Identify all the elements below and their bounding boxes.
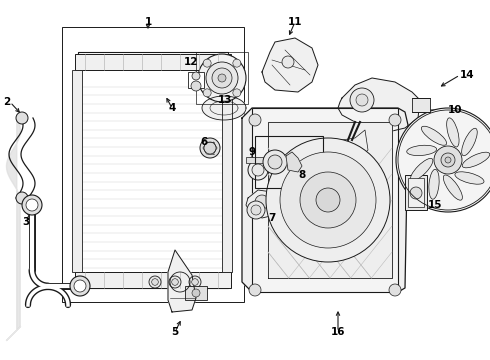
Ellipse shape	[443, 175, 463, 200]
Ellipse shape	[411, 158, 433, 181]
Bar	[408, 178, 424, 207]
Circle shape	[216, 70, 230, 84]
Bar	[62, 27, 244, 302]
Bar	[196, 52, 248, 104]
Circle shape	[70, 276, 90, 296]
Text: 11: 11	[288, 17, 302, 27]
Circle shape	[248, 160, 268, 180]
Bar	[214, 66, 232, 88]
Ellipse shape	[447, 118, 459, 147]
Circle shape	[434, 146, 462, 174]
Text: 4: 4	[168, 103, 176, 113]
Circle shape	[212, 68, 232, 88]
Text: 10: 10	[448, 105, 463, 115]
Circle shape	[316, 188, 340, 212]
Circle shape	[16, 112, 28, 124]
Bar	[75, 272, 231, 288]
Bar	[405, 175, 427, 210]
Circle shape	[192, 72, 200, 80]
Text: 2: 2	[3, 97, 10, 107]
Text: 6: 6	[201, 137, 208, 147]
Bar	[222, 70, 232, 272]
Polygon shape	[202, 96, 246, 120]
Circle shape	[268, 155, 282, 169]
Circle shape	[266, 138, 390, 262]
Polygon shape	[242, 108, 408, 292]
Polygon shape	[342, 130, 368, 160]
Circle shape	[169, 276, 181, 288]
Text: 8: 8	[298, 170, 305, 180]
Polygon shape	[286, 152, 302, 172]
Text: 9: 9	[248, 147, 256, 157]
Circle shape	[445, 157, 451, 163]
Circle shape	[200, 138, 220, 158]
Bar	[412, 98, 430, 112]
Ellipse shape	[429, 169, 439, 199]
Text: 16: 16	[331, 327, 345, 337]
Polygon shape	[262, 38, 318, 92]
Text: 5: 5	[172, 327, 179, 337]
Circle shape	[203, 59, 211, 67]
Circle shape	[149, 276, 161, 288]
Polygon shape	[246, 190, 278, 218]
Circle shape	[356, 94, 368, 106]
Circle shape	[218, 74, 226, 82]
Circle shape	[233, 89, 241, 97]
Text: 14: 14	[460, 70, 475, 80]
Circle shape	[249, 114, 261, 126]
Ellipse shape	[421, 126, 446, 145]
Circle shape	[16, 192, 28, 204]
Bar	[252, 108, 398, 292]
Circle shape	[26, 199, 38, 211]
Circle shape	[389, 284, 401, 296]
Bar	[72, 70, 82, 272]
Circle shape	[247, 201, 265, 219]
Polygon shape	[78, 52, 228, 288]
Circle shape	[251, 205, 261, 215]
Circle shape	[396, 108, 490, 212]
Circle shape	[152, 279, 158, 285]
Polygon shape	[168, 250, 196, 312]
Circle shape	[204, 142, 216, 154]
Text: 12: 12	[183, 57, 198, 67]
Circle shape	[206, 62, 238, 94]
Ellipse shape	[462, 152, 490, 168]
Circle shape	[282, 56, 294, 68]
Circle shape	[191, 81, 201, 91]
Text: 13: 13	[218, 95, 232, 105]
Circle shape	[441, 153, 455, 167]
Ellipse shape	[455, 172, 484, 184]
Circle shape	[198, 54, 246, 102]
Circle shape	[189, 276, 201, 288]
Circle shape	[350, 88, 374, 112]
Circle shape	[233, 59, 241, 67]
Circle shape	[192, 279, 198, 285]
Circle shape	[74, 280, 86, 292]
Circle shape	[300, 172, 356, 228]
Polygon shape	[338, 78, 420, 132]
Circle shape	[203, 89, 211, 97]
Circle shape	[172, 279, 178, 285]
Text: 1: 1	[145, 17, 151, 27]
Circle shape	[249, 284, 261, 296]
Circle shape	[252, 164, 264, 176]
Text: 7: 7	[269, 213, 276, 223]
Bar	[246, 157, 270, 163]
Text: 3: 3	[23, 217, 29, 227]
Bar	[185, 286, 207, 300]
Circle shape	[389, 114, 401, 126]
Circle shape	[255, 195, 269, 209]
Text: 15: 15	[428, 200, 442, 210]
Ellipse shape	[462, 128, 477, 156]
Circle shape	[280, 152, 376, 248]
Circle shape	[22, 195, 42, 215]
Circle shape	[192, 289, 200, 297]
Polygon shape	[268, 122, 392, 278]
Bar	[188, 72, 204, 88]
Bar	[255, 136, 323, 188]
Ellipse shape	[407, 145, 437, 156]
Circle shape	[410, 187, 422, 199]
Bar	[75, 54, 231, 70]
Circle shape	[263, 150, 287, 174]
